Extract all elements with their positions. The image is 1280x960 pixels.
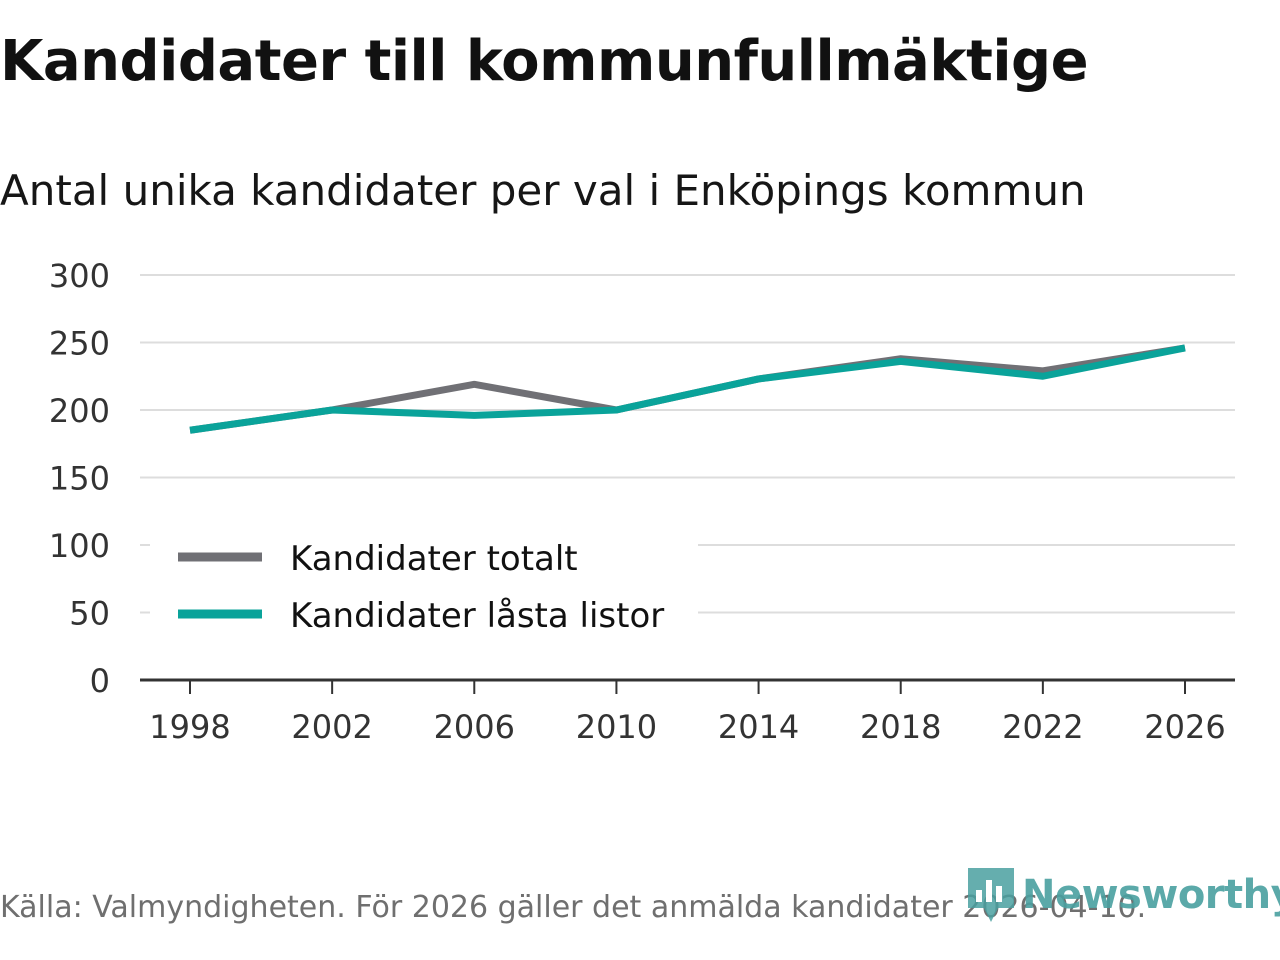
y-tick-label: 150: [49, 460, 110, 498]
legend-label-totalt: Kandidater totalt: [290, 539, 578, 579]
logo-text: Newsworthy: [1022, 872, 1280, 918]
x-tick-label: 2026: [1144, 708, 1225, 746]
y-tick-label: 300: [49, 257, 110, 295]
y-tick-label: 0: [90, 662, 110, 700]
x-tick-label: 2006: [434, 708, 515, 746]
y-tick-label: 50: [69, 595, 110, 633]
series-line-1: [189, 344, 1186, 434]
x-tick-label: 2022: [1002, 708, 1083, 746]
source-note: Källa: Valmyndigheten. För 2026 gäller d…: [0, 890, 1147, 925]
chart-title: Kandidater till kommunfullmäktige: [0, 29, 1089, 94]
y-tick-label: 100: [49, 527, 110, 565]
x-tick-label: 2010: [576, 708, 657, 746]
legend-label-lasta-listor: Kandidater låsta listor: [290, 596, 664, 636]
axes: 0 50 100 150 200 250 300 1998 2002 2006 2010 2014 20…: [49, 257, 1235, 746]
x-tick-label: 2014: [718, 708, 799, 746]
chart-subtitle: Antal unika kandidater per val i Enköpin…: [0, 166, 1086, 215]
legend: Kandidater totalt Kandidater låsta listo…: [150, 528, 698, 642]
series-lines: [189, 344, 1186, 434]
y-tick-label: 200: [49, 392, 110, 430]
x-tick-label: 1998: [149, 708, 230, 746]
x-tick-label: 2018: [860, 708, 941, 746]
legend-background: [150, 528, 698, 642]
y-tick-label: 250: [49, 325, 110, 363]
newsworthy-logo: Newsworthy: [964, 864, 1280, 926]
bar-chart-pin-icon: [968, 868, 1014, 922]
series-line-0: [189, 344, 1186, 434]
x-tick-label: 2002: [291, 708, 372, 746]
